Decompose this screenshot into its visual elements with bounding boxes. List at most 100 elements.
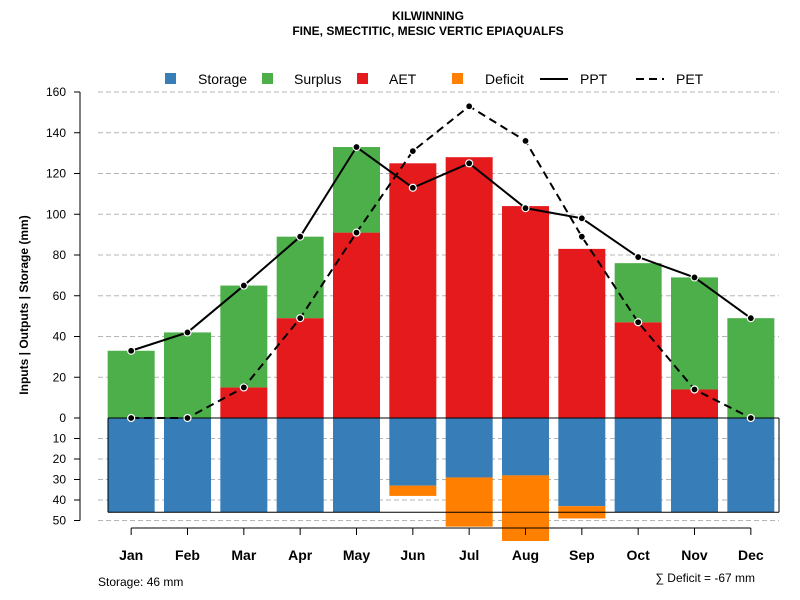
y-tick-label: 40 [53,493,67,507]
legend-label-deficit: Deficit [485,71,524,87]
bar-storage-aug [502,418,549,476]
bar-surplus-nov [671,277,718,390]
point-ppt-jul [465,159,474,168]
point-pet-jul [465,102,474,111]
point-ppt-mar [239,281,248,290]
bar-surplus-may [333,147,380,233]
bar-aet-may [333,232,380,418]
point-pet-aug [521,136,530,145]
legend-label-aet: AET [389,71,417,87]
bar-surplus-oct [614,263,662,323]
chart-subtitle: FINE, SMECTITIC, MESIC VERTIC EPIAQUALFS [292,24,563,38]
point-ppt-jun [408,183,417,192]
point-pet-mar [239,383,248,392]
legend-swatch-surplus [262,73,273,84]
bar-aet-aug [502,206,549,418]
legend-swatch-aet [357,73,368,84]
y-tick-label: 140 [46,126,66,140]
deficit-note: ∑ Deficit = -67 mm [655,571,755,585]
point-ppt-dec [746,314,755,323]
x-tick-label-mar: Mar [231,547,256,563]
x-tick-label-aug: Aug [512,547,539,563]
line-pet [131,105,752,419]
y-tick-label: 20 [53,370,67,384]
storage-note: Storage: 46 mm [98,575,183,589]
x-tick-label-nov: Nov [681,547,708,563]
point-ppt-feb [183,328,192,337]
point-ppt-sep [577,214,586,223]
bars-group [107,147,775,541]
x-tick-label-may: May [343,547,370,563]
bar-aet-nov [671,389,718,418]
point-pet-jan [127,413,136,423]
bar-surplus-dec [727,318,775,418]
lines-group [127,102,755,423]
bar-surplus-jan [107,350,155,418]
legend-label-storage: Storage [198,71,247,87]
point-pet-apr [296,314,305,323]
bar-storage-oct [614,418,662,513]
y-tick-label: 80 [53,248,67,262]
y-tick-label: 20 [53,452,67,466]
bar-storage-nov [671,418,718,513]
y-tick-label: 120 [46,167,66,181]
legend-swatch-storage [165,73,176,84]
legend: Storage Surplus AET Deficit PPT PET [165,71,704,87]
bar-deficit-jun [389,485,437,496]
y-tick-label: 0 [59,411,66,425]
bar-storage-mar [220,418,268,513]
point-pet-jun [408,146,417,156]
y-tick-label: 40 [53,330,67,344]
bar-storage-may [333,418,380,513]
point-pet-sep [577,232,586,241]
point-ppt-aug [521,204,530,213]
y-tick-label: 10 [53,432,67,446]
grid-lines [98,91,779,521]
bar-aet-jun [389,163,437,418]
bar-storage-jan [107,418,155,513]
x-tick-label-oct: Oct [626,547,650,563]
bar-aet-apr [276,318,324,418]
legend-label-pet: PET [676,71,704,87]
y-tick-label: 30 [53,473,67,487]
point-ppt-jan [127,346,136,355]
bar-aet-mar [220,387,268,418]
point-pet-may [352,228,361,237]
x-tick-label-jan: Jan [119,547,143,563]
point-ppt-apr [296,232,305,241]
bar-surplus-mar [220,285,268,388]
bar-aet-oct [614,322,662,418]
x-tick-label-apr: Apr [288,547,313,563]
bar-aet-jul [445,157,493,418]
bar-storage-feb [164,418,211,513]
y-tick-label: 60 [53,289,67,303]
bar-storage-jul [445,418,493,478]
bar-storage-dec [727,418,775,513]
x-tick-label-jun: Jun [400,547,425,563]
bar-surplus-apr [276,236,324,319]
x-tick-label-jul: Jul [459,547,479,563]
y-axis-label: Inputs | Outputs | Storage (mm) [17,215,31,394]
point-ppt-oct [634,252,643,262]
legend-label-surplus: Surplus [294,71,341,87]
bar-storage-jun [389,418,437,486]
axes-group: 0 20 40 60 80 100 120 140 160 10 20 30 40 50 Jan Feb Mar… [46,85,780,563]
bar-surplus-feb [164,332,211,418]
y-tick-label: 100 [46,207,66,221]
x-tick-label-feb: Feb [175,547,200,563]
point-ppt-nov [690,273,699,282]
bar-aet-sep [558,248,606,418]
line-ppt [130,145,752,352]
legend-swatch-deficit [452,73,463,84]
point-pet-feb [183,413,192,423]
y-tick-label: 160 [46,85,66,99]
bar-deficit-jul [445,477,493,527]
chart-title: KILWINNING [392,9,464,23]
legend-label-ppt: PPT [580,71,608,87]
point-pet-nov [690,385,699,394]
point-pet-dec [746,413,755,423]
y-tick-label: 50 [53,514,67,528]
bar-storage-apr [276,418,324,513]
point-pet-oct [634,318,643,327]
